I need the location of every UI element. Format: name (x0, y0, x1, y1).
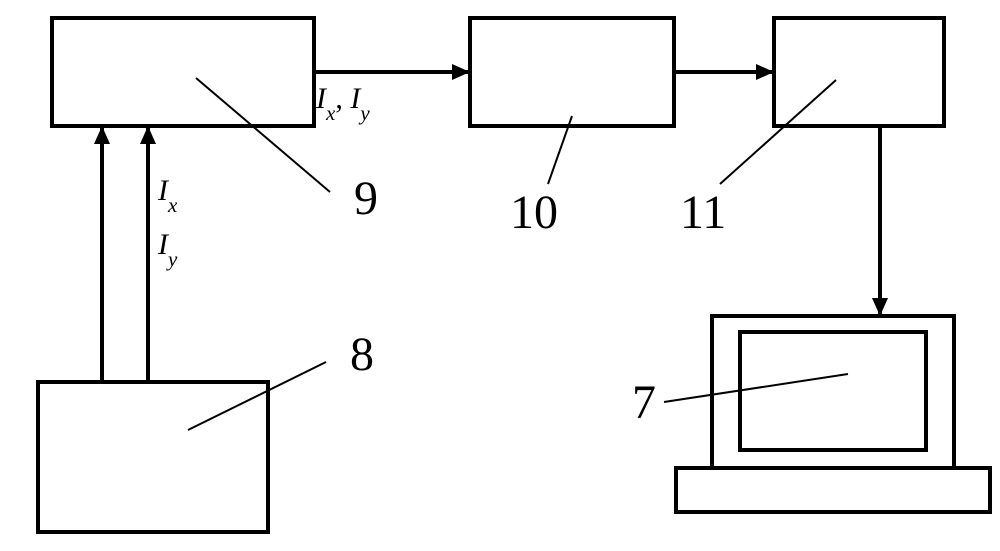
label-7: 7 (632, 376, 656, 429)
label-9: 9 (354, 172, 378, 225)
label-11: 11 (680, 186, 726, 239)
label-8: 8 (350, 328, 374, 381)
label-10: 10 (510, 186, 558, 239)
